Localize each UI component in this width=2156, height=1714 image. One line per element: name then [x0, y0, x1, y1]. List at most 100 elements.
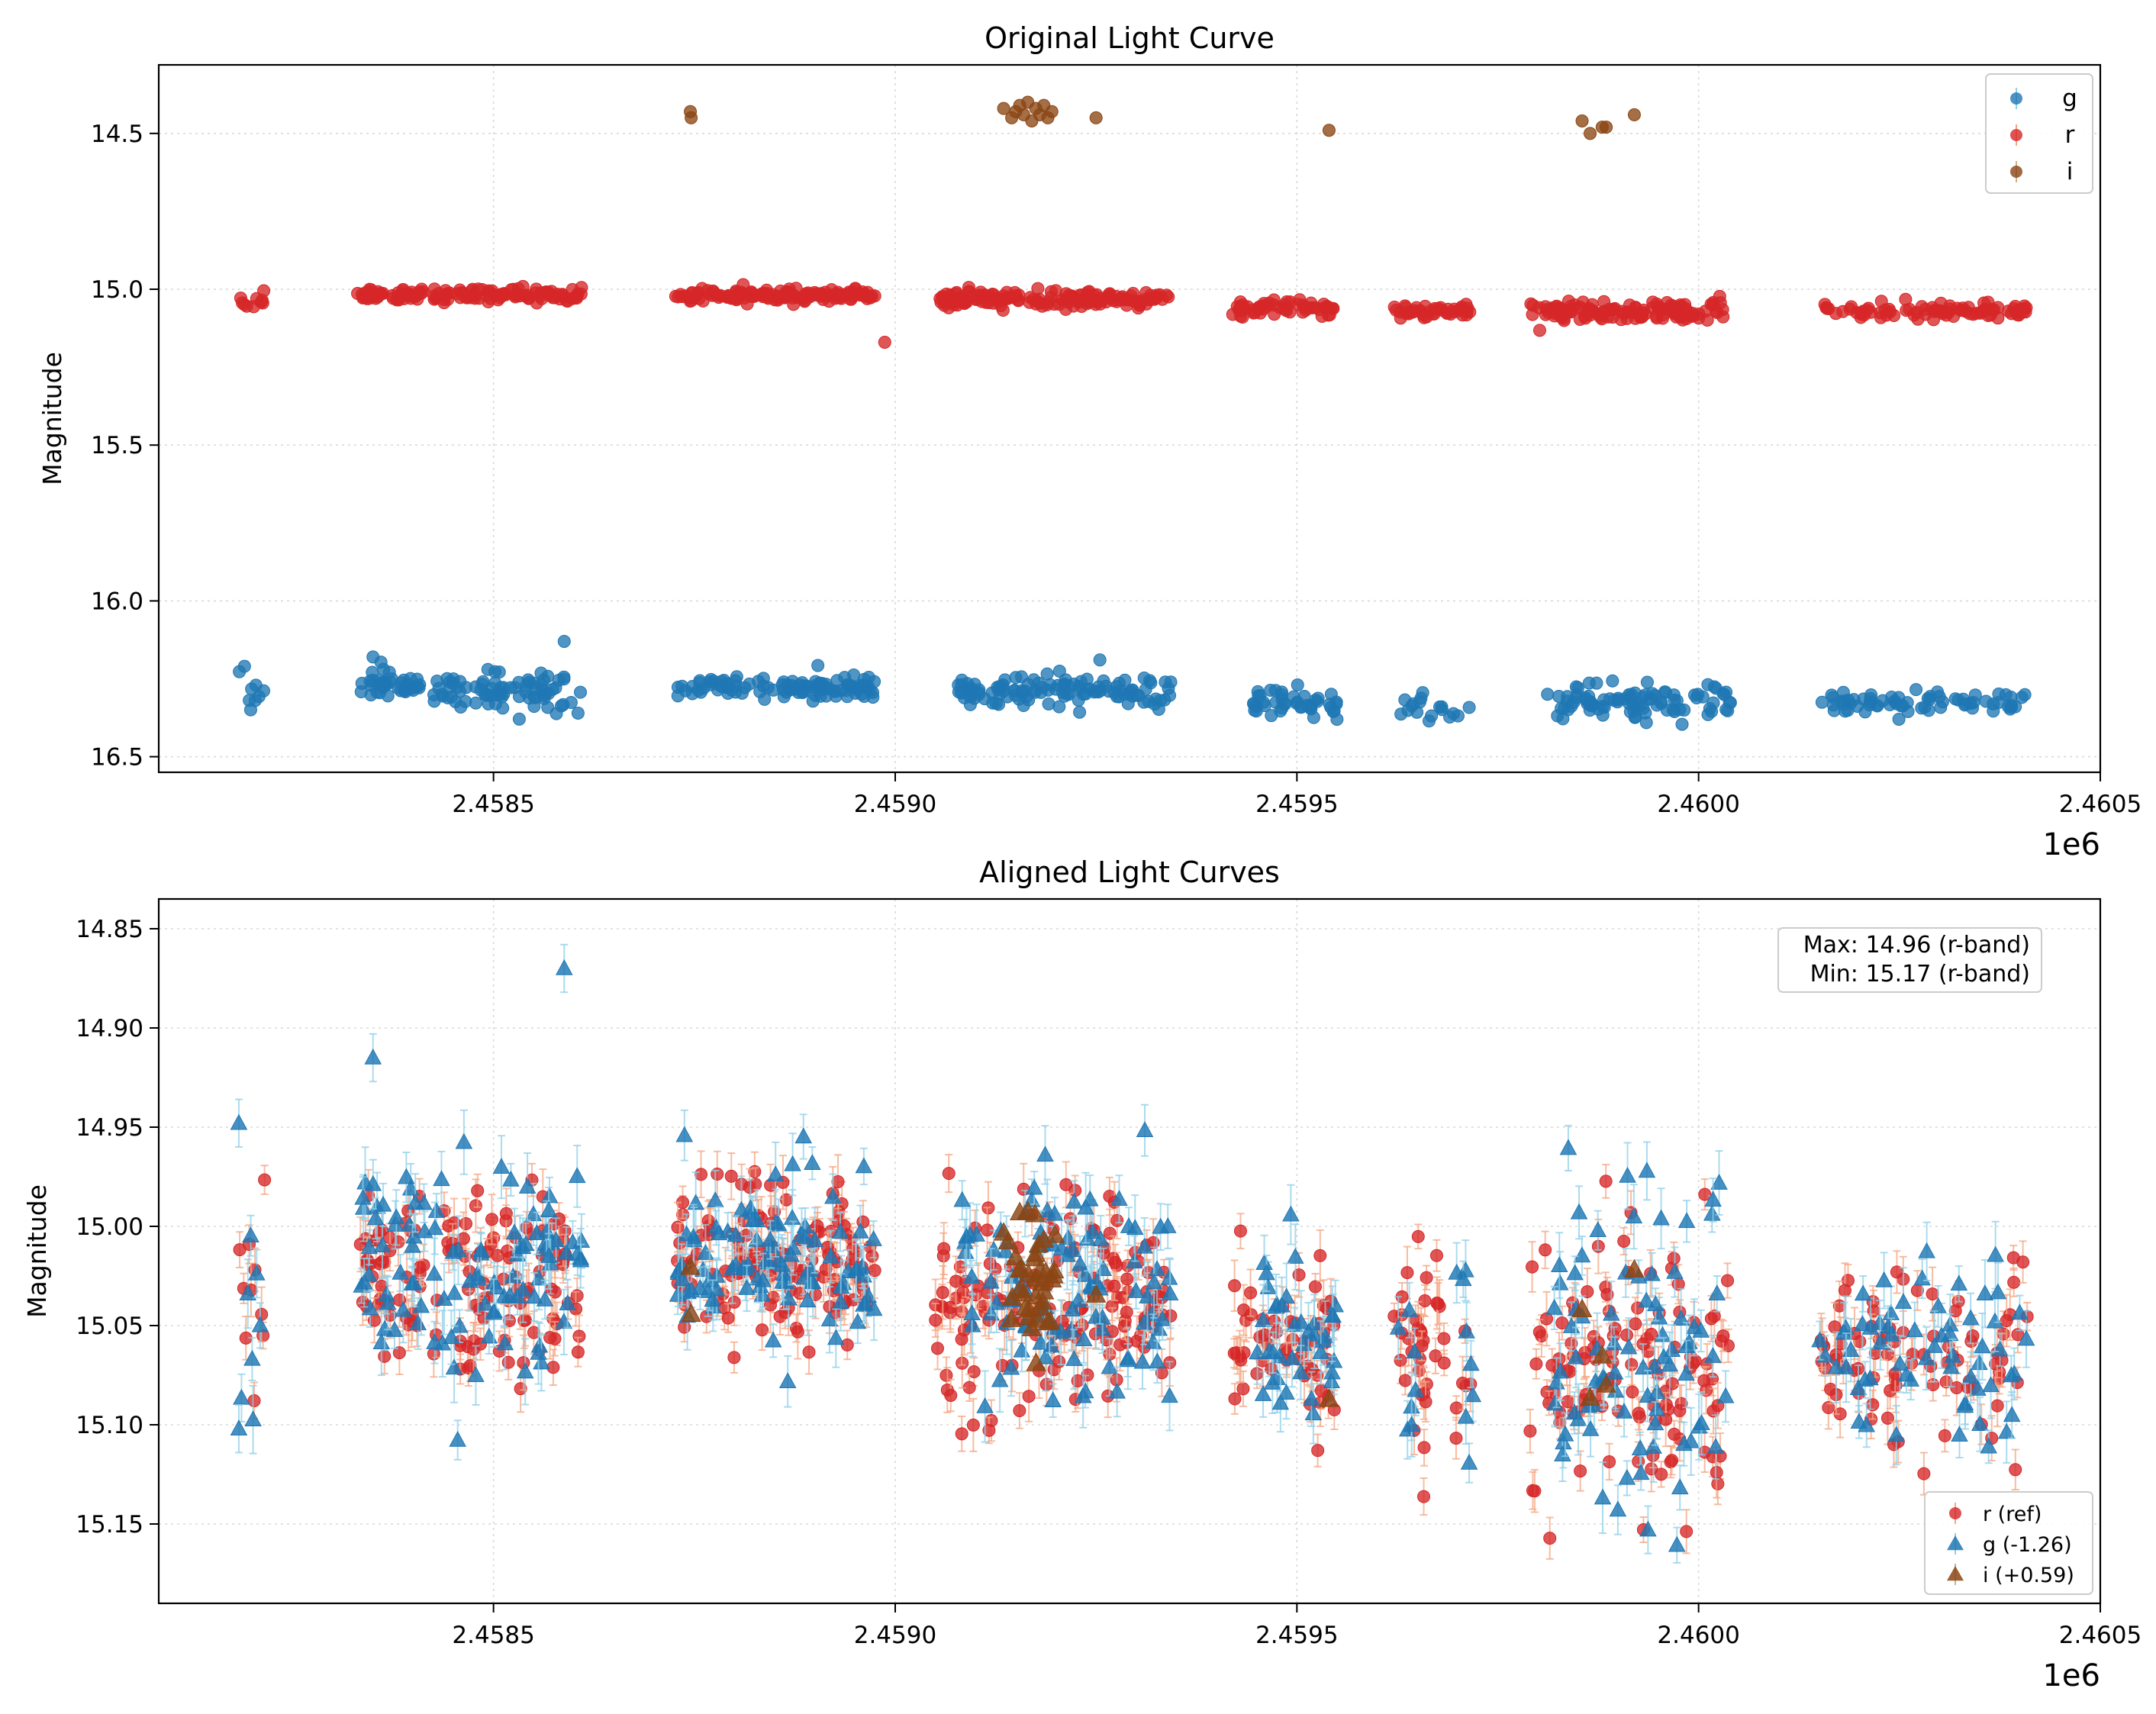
r-point — [1991, 311, 2005, 325]
r-ref-point — [694, 1168, 708, 1181]
r-ref-point — [868, 1264, 881, 1277]
r-ref-point — [1413, 1323, 1427, 1337]
r-ref-point — [2007, 1275, 2021, 1289]
r-ref-point — [1227, 1346, 1241, 1360]
g-point — [1909, 683, 1923, 697]
i-point — [1627, 108, 1641, 121]
g-point — [997, 684, 1010, 698]
r-ref-point — [1419, 1395, 1432, 1409]
r-point — [1532, 324, 1546, 337]
r-ref-point — [1880, 1348, 1894, 1361]
r-point — [1539, 300, 1552, 314]
r-ref-point — [1308, 1280, 1322, 1294]
x-tick-label: 2.4585 — [452, 791, 534, 818]
r-ref-point — [802, 1345, 816, 1359]
r-ref-point — [942, 1167, 956, 1181]
x-tick-label: 2.4605 — [2059, 791, 2141, 818]
g-point — [813, 678, 827, 691]
r-point — [939, 287, 953, 301]
g-point — [1300, 699, 1314, 713]
r-point — [1452, 304, 1465, 317]
i-point — [1600, 121, 1613, 134]
r-ref-point — [1400, 1266, 1414, 1280]
g-point — [1164, 675, 1178, 689]
r-ref-point — [1110, 1213, 1124, 1227]
r-point — [969, 292, 983, 306]
r-ref-point — [1990, 1399, 2004, 1413]
r-point — [1526, 308, 1539, 321]
g-point — [1597, 701, 1611, 714]
g-point — [549, 681, 562, 694]
g-point — [1815, 695, 1829, 709]
r-ref-point — [247, 1393, 261, 1407]
r-ref-point — [1120, 1272, 1134, 1286]
r-ref-point — [1430, 1296, 1444, 1310]
r-ref-point — [1529, 1357, 1543, 1371]
r-point — [691, 286, 705, 300]
g-point — [1966, 701, 1980, 715]
g-point — [1102, 685, 1116, 698]
r-ref-point — [546, 1312, 560, 1326]
r-ref-point — [1697, 1374, 1711, 1387]
g-point — [534, 666, 548, 680]
g-point — [1675, 717, 1689, 731]
legend: gri — [1985, 73, 2093, 194]
r-point — [984, 289, 997, 303]
r-point — [404, 292, 417, 305]
r-ref-point — [811, 1219, 824, 1232]
g-point — [704, 678, 717, 691]
r-ref-point — [678, 1320, 691, 1334]
g-point — [249, 678, 263, 692]
g-point — [354, 685, 368, 699]
r-point — [1067, 299, 1081, 313]
r-ref-point — [1456, 1377, 1470, 1390]
y-tick-label: 16.5 — [91, 744, 143, 772]
g-point — [1083, 682, 1097, 696]
r-point — [1576, 295, 1590, 309]
r-point — [1899, 292, 1913, 306]
r-ref-point — [1244, 1286, 1258, 1300]
r-point — [254, 295, 268, 309]
r-ref-point — [936, 1286, 949, 1300]
g-point — [377, 676, 391, 690]
g-point — [1932, 690, 1946, 704]
g-point — [1027, 673, 1041, 687]
r-point — [771, 293, 785, 307]
r-ref-point — [944, 1388, 958, 1402]
r-ref-point — [721, 1311, 735, 1325]
g-point — [469, 680, 482, 694]
r-point — [1629, 311, 1642, 325]
r-point — [366, 290, 380, 304]
r-ref-point — [1665, 1377, 1679, 1390]
r-ref-point — [1665, 1454, 1679, 1468]
g-point — [1640, 675, 1654, 689]
r-ref-point — [258, 1173, 272, 1187]
g-point — [520, 679, 533, 693]
r-ref-point — [1950, 1381, 1964, 1394]
g-point — [1443, 710, 1457, 724]
g-point — [1541, 688, 1555, 701]
g-point — [1570, 688, 1584, 702]
g-point — [840, 690, 854, 704]
i-point — [1089, 111, 1103, 124]
g-point — [1097, 674, 1110, 688]
r-point — [521, 288, 535, 302]
g-point — [766, 683, 780, 697]
r-ref-point — [485, 1213, 498, 1226]
r-ref-point — [865, 1249, 879, 1263]
r-point — [1646, 295, 1660, 309]
r-ref-point — [1429, 1349, 1442, 1363]
r-ref-point — [1645, 1462, 1658, 1476]
r-ref-point — [1710, 1465, 1723, 1479]
g-point — [481, 688, 495, 701]
r-ref-point — [1417, 1490, 1431, 1503]
r-point — [1280, 304, 1294, 317]
i-point — [1322, 124, 1336, 137]
r-point — [1692, 311, 1706, 325]
r-ref-point — [1528, 1484, 1542, 1498]
r-point — [1678, 298, 1692, 311]
r-point — [1426, 307, 1439, 321]
g-point — [459, 694, 472, 708]
r-ref-point — [1022, 1390, 1036, 1403]
g-point — [1249, 700, 1263, 714]
